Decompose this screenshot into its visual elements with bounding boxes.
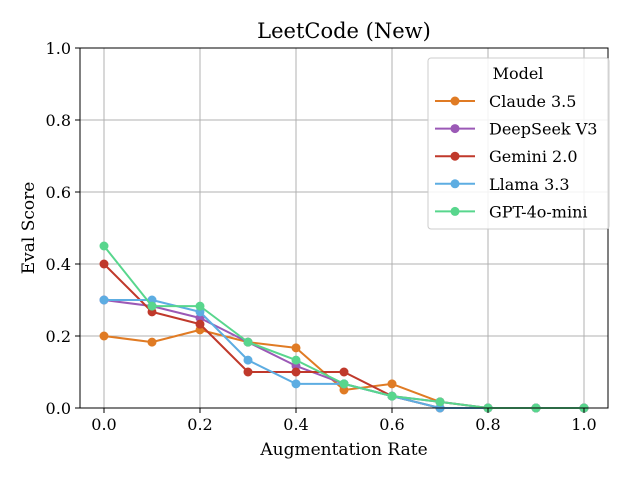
x-tick-label: 0.4: [283, 415, 308, 434]
x-tick-label: 0.0: [91, 415, 116, 434]
data-point: [195, 301, 205, 311]
data-point: [339, 379, 349, 389]
ticks: 0.0 0.2 0.4 0.6 0.8 1.0 0.0 0.2 0.4 0.6 0.8 1.0: [46, 39, 597, 434]
y-tick-label: 0.0: [46, 399, 71, 418]
data-point: [99, 331, 109, 341]
data-point: [291, 343, 301, 353]
data-point: [243, 355, 253, 365]
data-point: [291, 367, 301, 377]
legend-label: GPT-4o-mini: [489, 202, 588, 221]
x-tick-label: 0.2: [187, 415, 212, 434]
y-tick-label: 0.4: [46, 255, 71, 274]
data-point: [435, 397, 445, 407]
x-axis-label: Augmentation Rate: [259, 440, 427, 460]
y-tick-label: 1.0: [46, 39, 71, 58]
y-tick-label: 0.8: [46, 111, 71, 130]
data-point: [387, 379, 397, 389]
data-point: [195, 319, 205, 329]
legend-marker: [450, 206, 460, 216]
data-point: [243, 337, 253, 347]
x-tick-label: 0.8: [475, 415, 500, 434]
x-tick-label: 1.0: [571, 415, 596, 434]
data-point: [339, 367, 349, 377]
legend-item: Claude 3.5: [435, 92, 576, 111]
y-tick-label: 0.2: [46, 327, 71, 346]
data-point: [99, 241, 109, 251]
legend-item: GPT-4o-mini: [435, 202, 588, 221]
data-point: [243, 367, 253, 377]
data-point: [291, 379, 301, 389]
legend-item: Gemini 2.0: [435, 147, 578, 166]
legend-label: Claude 3.5: [489, 92, 576, 111]
legend-label: Llama 3.3: [489, 175, 570, 194]
data-point: [99, 259, 109, 269]
legend-item: DeepSeek V3: [435, 120, 597, 139]
legend-item: Llama 3.3: [435, 175, 570, 194]
legend-title: Model: [493, 64, 544, 83]
y-tick-label: 0.6: [46, 183, 71, 202]
data-point: [387, 391, 397, 401]
data-point: [147, 337, 157, 347]
chart-title: LeetCode (New): [257, 19, 431, 43]
x-tick-label: 0.6: [379, 415, 404, 434]
legend-marker: [450, 124, 460, 134]
legend: Model Claude 3.5 DeepSeek V3 Gemini 2.0 Lla…: [427, 57, 610, 230]
legend-marker: [450, 179, 460, 189]
series-layer: [99, 241, 589, 413]
legend-items: Claude 3.5 DeepSeek V3 Gemini 2.0 Llama 3.3…: [435, 92, 597, 221]
legend-marker: [450, 96, 460, 106]
legend-label: Gemini 2.0: [489, 147, 578, 166]
data-point: [99, 295, 109, 305]
legend-marker: [450, 151, 460, 161]
y-axis-label: Eval Score: [19, 182, 39, 275]
data-point: [291, 355, 301, 365]
legend-label: DeepSeek V3: [489, 120, 597, 139]
data-point: [147, 301, 157, 311]
